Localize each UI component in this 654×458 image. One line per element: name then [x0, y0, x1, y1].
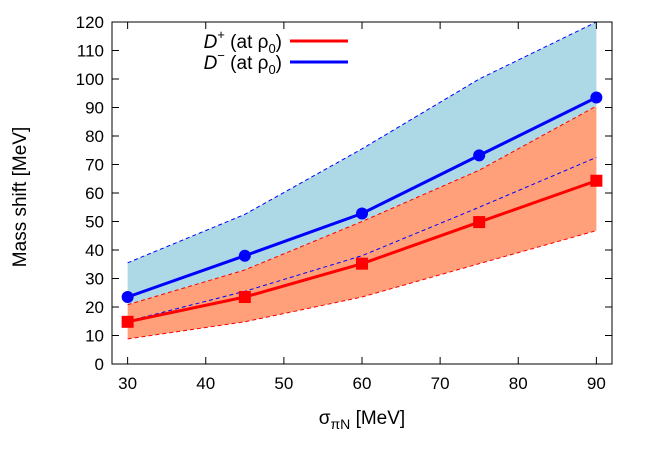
band-boundary-dashes — [127, 21, 597, 340]
x-axis-label-unit: [MeV] — [350, 408, 405, 429]
x-axis-label: σπN [MeV] — [319, 408, 405, 432]
y-tick-label-20: 20 — [85, 298, 104, 317]
band-series-0 — [127, 106, 597, 339]
legend: D+ (at ρ0) D− (at ρ0) — [204, 27, 348, 77]
y-tick-label-10: 10 — [85, 327, 104, 346]
data-point-s0-0 — [121, 315, 134, 328]
y-tick-label-40: 40 — [85, 241, 104, 260]
x-axis-label-subscript: πN — [331, 416, 351, 432]
dash-upper-d-minus — [127, 21, 597, 264]
x-tick-label-80: 80 — [509, 374, 528, 393]
y-tick-label-70: 70 — [85, 156, 104, 175]
data-point-s0-2 — [356, 257, 368, 270]
data-point-s1-1 — [238, 249, 251, 262]
y-tick-label-30: 30 — [85, 270, 104, 289]
uncertainty-bands — [127, 22, 597, 339]
x-tick-label-30: 30 — [118, 374, 137, 393]
data-point-s1-2 — [356, 207, 368, 220]
y-tick-label-120: 120 — [76, 13, 104, 32]
data-point-s0-4 — [590, 174, 603, 187]
x-tick-label-60: 60 — [353, 374, 372, 393]
y-axis-label: Mass shift [MeV] — [10, 127, 31, 267]
data-point-s1-4 — [590, 91, 603, 104]
data-point-s1-3 — [473, 149, 486, 162]
legend-entry-d-minus: D− (at ρ0) — [204, 48, 348, 77]
x-tick-label-50: 50 — [274, 374, 293, 393]
y-tick-label-100: 100 — [76, 70, 104, 89]
legend-label-d-minus: D− (at ρ0) — [204, 48, 282, 77]
legend-entry-d-plus: D+ (at ρ0) — [204, 27, 348, 56]
legend-label-d-plus: D+ (at ρ0) — [204, 27, 282, 56]
data-point-s0-1 — [238, 291, 251, 304]
data-point-s1-0 — [121, 291, 134, 304]
y-axis-ticks: 0 10 20 30 40 50 60 70 80 90 100 110 120 — [76, 13, 612, 374]
data-point-s0-3 — [473, 216, 486, 229]
y-tick-label-110: 110 — [77, 42, 104, 61]
dash-lower-d-plus — [127, 230, 597, 340]
x-tick-label-90: 90 — [587, 374, 606, 393]
dash-mid-d-minus — [127, 156, 597, 322]
y-tick-label-60: 60 — [85, 184, 104, 203]
x-axis-label-symbol: σ — [319, 408, 331, 429]
x-axis-ticks: 30 40 50 60 70 80 90 — [118, 22, 606, 393]
y-tick-label-0: 0 — [95, 355, 104, 374]
x-tick-label-40: 40 — [196, 374, 215, 393]
dash-upper-d-plus — [127, 105, 597, 306]
series-markers — [121, 91, 603, 328]
band-series-1 — [127, 22, 597, 305]
y-tick-label-80: 80 — [85, 127, 104, 146]
x-tick-label-70: 70 — [431, 374, 450, 393]
y-tick-label-90: 90 — [85, 99, 104, 118]
y-tick-label-50: 50 — [85, 213, 104, 232]
